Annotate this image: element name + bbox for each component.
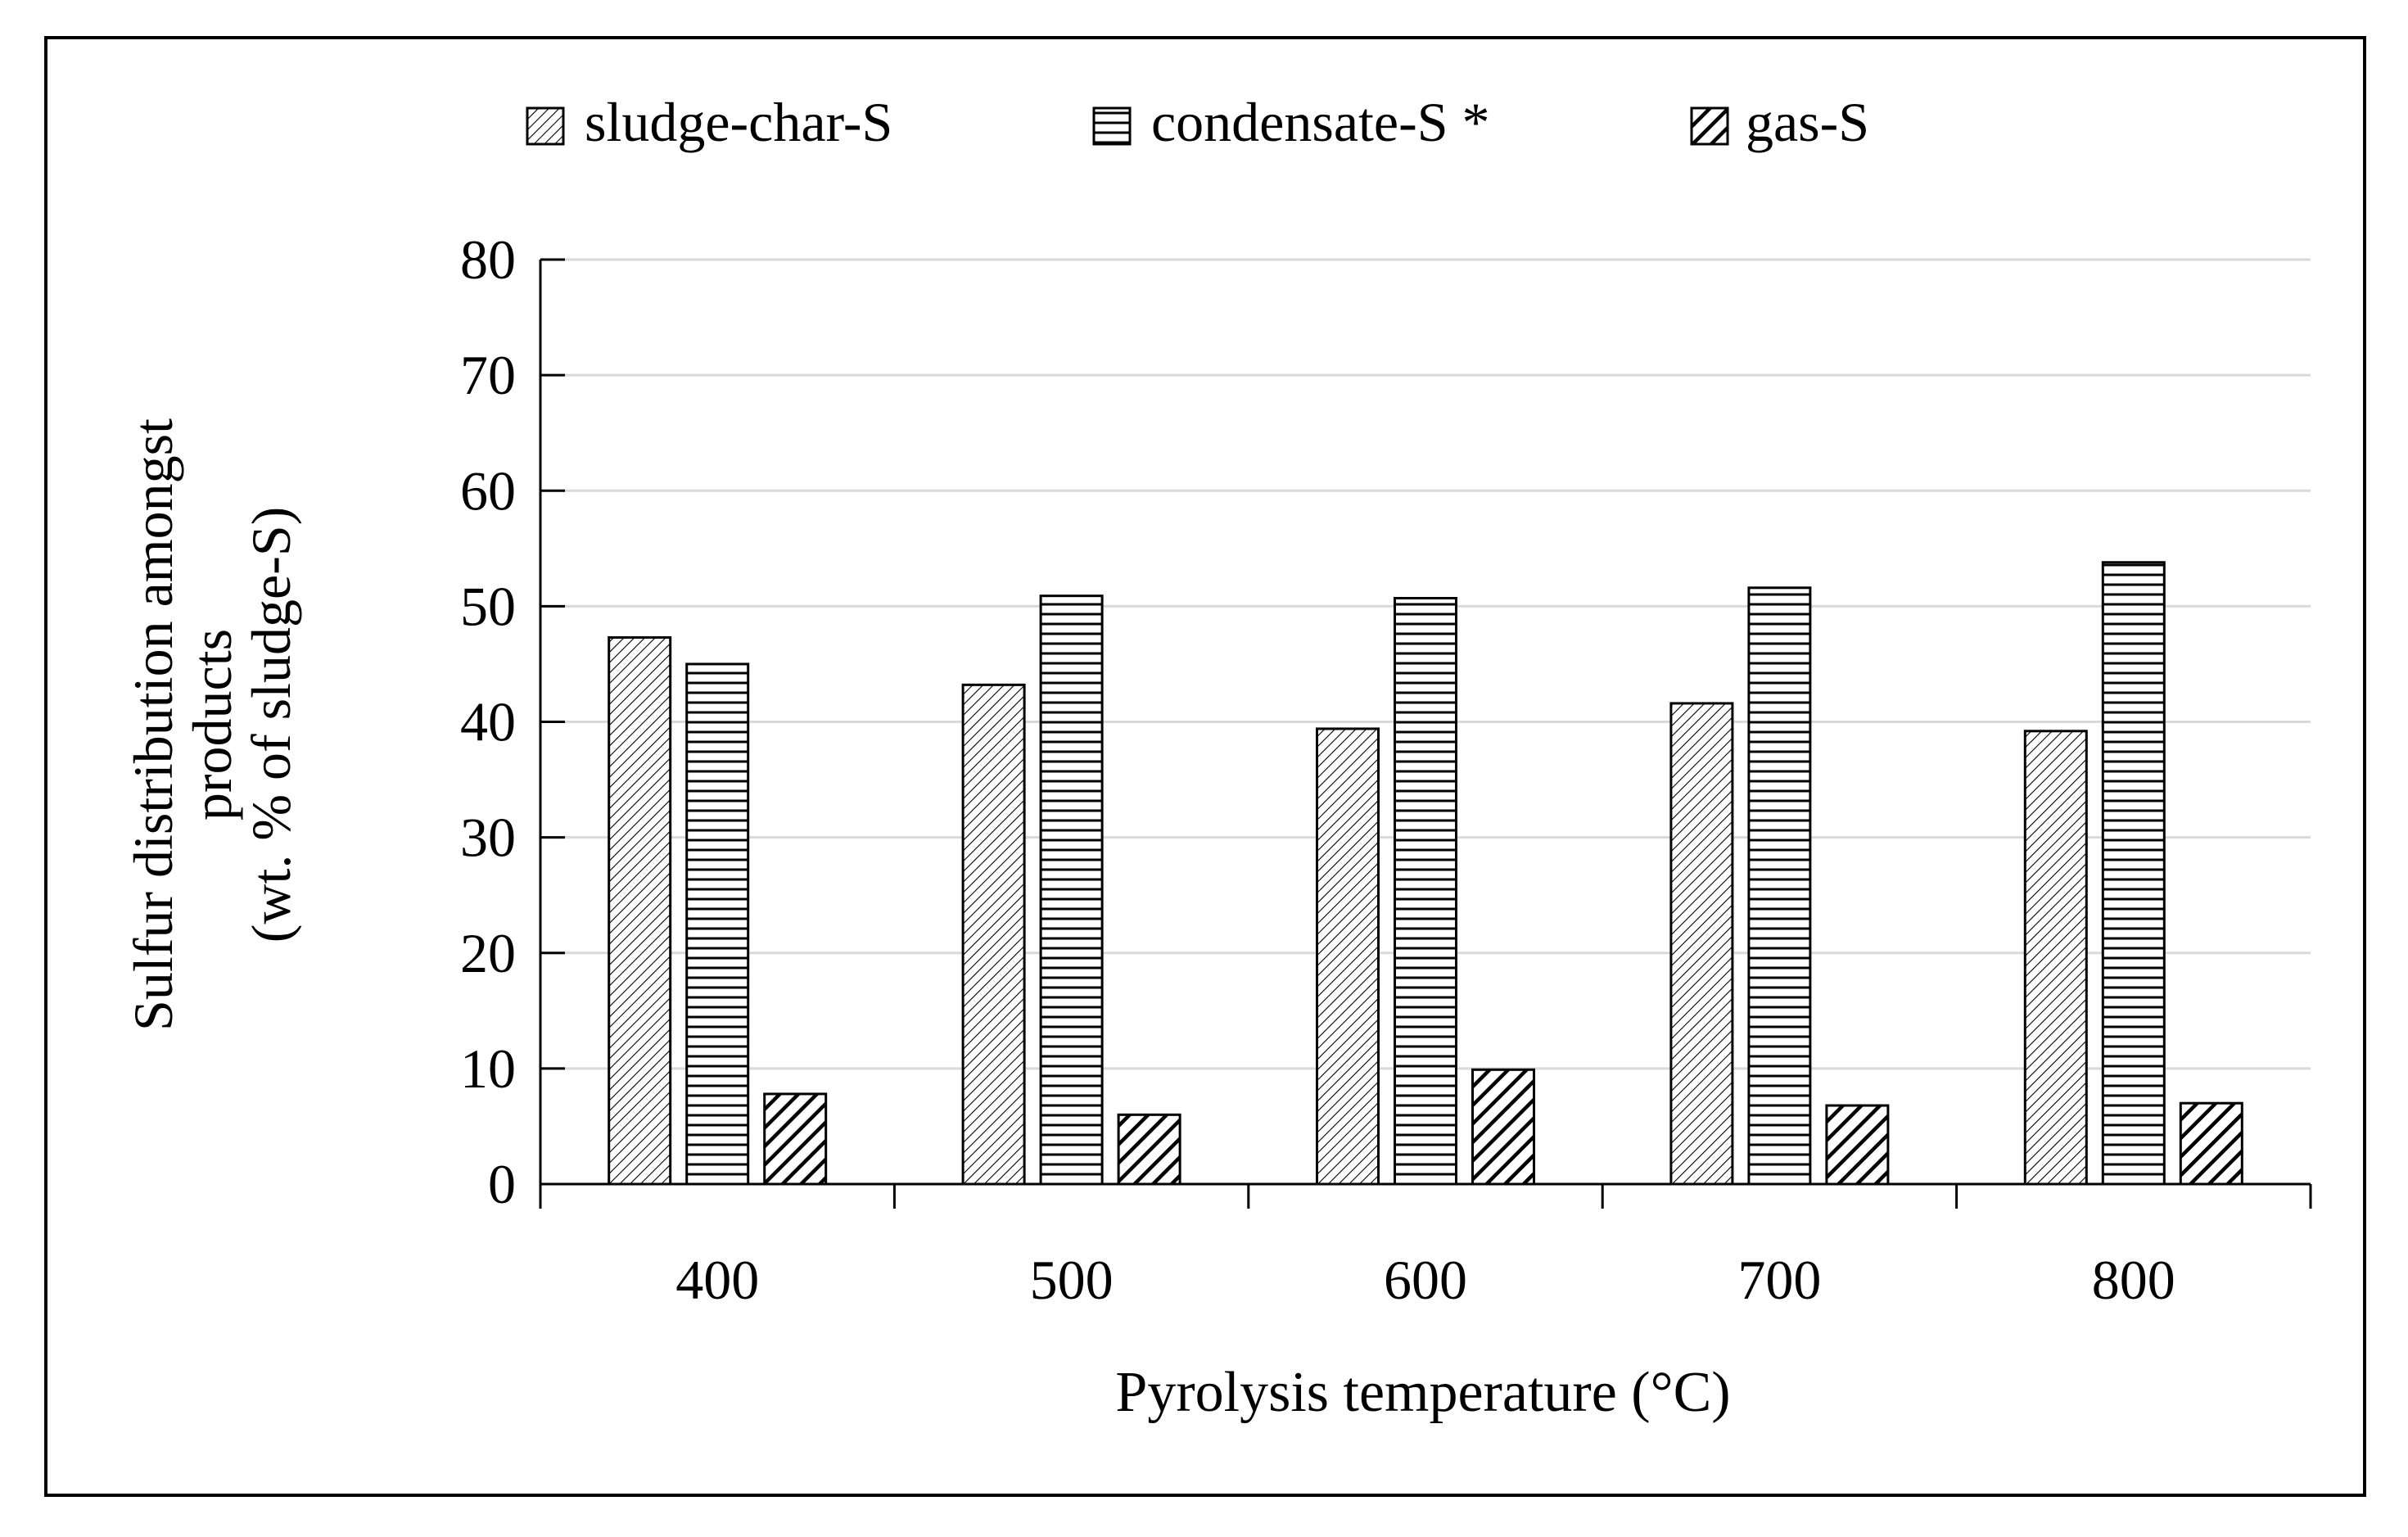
y-tick-label-50: 50 bbox=[460, 575, 516, 637]
x-tick-label-400: 400 bbox=[675, 1249, 759, 1311]
x-tick-label-800: 800 bbox=[2092, 1249, 2175, 1311]
bar-gas-s-500 bbox=[1117, 1113, 1181, 1186]
y-tick-label-80: 80 bbox=[460, 228, 516, 291]
legend-swatch-gas-s bbox=[1690, 106, 1729, 146]
bars bbox=[608, 561, 2243, 1186]
y-axis-title-line-2: products bbox=[181, 629, 243, 820]
bar-gas-s-400 bbox=[763, 1092, 828, 1186]
x-tick-labels: 400 500 600 700 800 bbox=[675, 1249, 2175, 1311]
bar-gas-s-800 bbox=[2179, 1101, 2243, 1186]
bar-gas-s-700 bbox=[1825, 1104, 1890, 1186]
bar-sludge-char-s-800 bbox=[2023, 730, 2088, 1186]
x-tick-label-700: 700 bbox=[1737, 1249, 1821, 1311]
outer-frame bbox=[44, 36, 2366, 1497]
legend-label-condensate-s: condensate-S * bbox=[1151, 91, 1490, 153]
bar-condensate-s-700 bbox=[1747, 586, 1812, 1186]
legend-swatch-sludge-char-s bbox=[526, 106, 565, 146]
y-tick-label-20: 20 bbox=[460, 922, 516, 984]
y-axis-title-line-1: Sulfur distribution amongst bbox=[122, 418, 184, 1031]
axes bbox=[539, 258, 2312, 1209]
bar-sludge-char-s-400 bbox=[608, 635, 672, 1186]
bar-sludge-char-s-500 bbox=[961, 683, 1026, 1186]
legend: sludge-char-S condensate-S * gas-S bbox=[526, 91, 1869, 153]
bar-sludge-char-s-700 bbox=[1669, 702, 1734, 1186]
legend-label-gas-s: gas-S bbox=[1746, 91, 1869, 153]
y-tick-labels: 0 10 20 30 40 50 60 70 80 bbox=[460, 228, 516, 1215]
legend-label-sludge-char-s: sludge-char-S bbox=[585, 91, 892, 153]
x-tick-label-500: 500 bbox=[1030, 1249, 1114, 1311]
legend-swatch-condensate-s bbox=[1092, 106, 1132, 146]
y-tick-label-0: 0 bbox=[488, 1153, 516, 1215]
y-tick-label-30: 30 bbox=[460, 807, 516, 869]
bar-sludge-char-s-600 bbox=[1316, 727, 1380, 1186]
y-axis-title-line-3: (wt. % of sludge-S) bbox=[240, 507, 302, 943]
x-axis-title: Pyrolysis temperature (°C) bbox=[1115, 1361, 1730, 1424]
bar-condensate-s-800 bbox=[2101, 561, 2166, 1186]
x-tick-label-600: 600 bbox=[1384, 1249, 1467, 1311]
y-tick-label-40: 40 bbox=[460, 691, 516, 753]
bar-condensate-s-600 bbox=[1394, 596, 1457, 1186]
y-tick-label-60: 60 bbox=[460, 459, 516, 522]
y-tick-label-10: 10 bbox=[460, 1037, 516, 1100]
bar-condensate-s-500 bbox=[1039, 594, 1104, 1186]
y-tick-label-70: 70 bbox=[460, 344, 516, 406]
bar-gas-s-600 bbox=[1471, 1068, 1535, 1186]
bar-condensate-s-400 bbox=[685, 662, 750, 1186]
y-axis-title: Sulfur distribution amongst products (wt… bbox=[122, 418, 302, 1031]
